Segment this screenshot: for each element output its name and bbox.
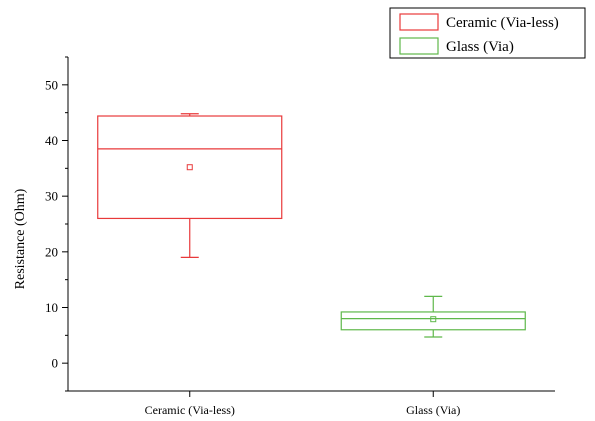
legend-frame [389, 7, 586, 59]
y-tick-label: 50 [45, 77, 58, 92]
mean-marker [430, 316, 437, 323]
legend-label: Ceramic (Via-less) [446, 15, 559, 31]
x-ticks: Ceramic (Via-less) Glass (Via) [145, 391, 460, 417]
legend-swatch [399, 13, 439, 31]
y-ticks: 0 10 20 30 40 50 [45, 56, 68, 392]
y-tick-label: 40 [45, 133, 58, 148]
legend-label: Glass (Via) [446, 39, 514, 55]
x-tick-label: Ceramic (Via-less) [145, 403, 235, 417]
box-rect [340, 311, 526, 331]
y-tick-label: 10 [45, 300, 58, 315]
legend: Ceramic (Via-less) Glass (Via) [389, 7, 586, 59]
box-group [97, 113, 283, 258]
x-tick-label: Glass (Via) [406, 403, 460, 417]
y-tick-label: 0 [52, 356, 59, 371]
y-axis-title: Resistance (Ohm) [13, 188, 28, 289]
y-tick-label: 20 [45, 244, 58, 259]
mean-marker [186, 164, 193, 171]
legend-swatch [399, 37, 439, 55]
box-group [340, 295, 526, 338]
box-rect [97, 115, 283, 220]
y-tick-label: 30 [45, 189, 58, 204]
axes [67, 57, 555, 392]
box-series [97, 113, 526, 338]
